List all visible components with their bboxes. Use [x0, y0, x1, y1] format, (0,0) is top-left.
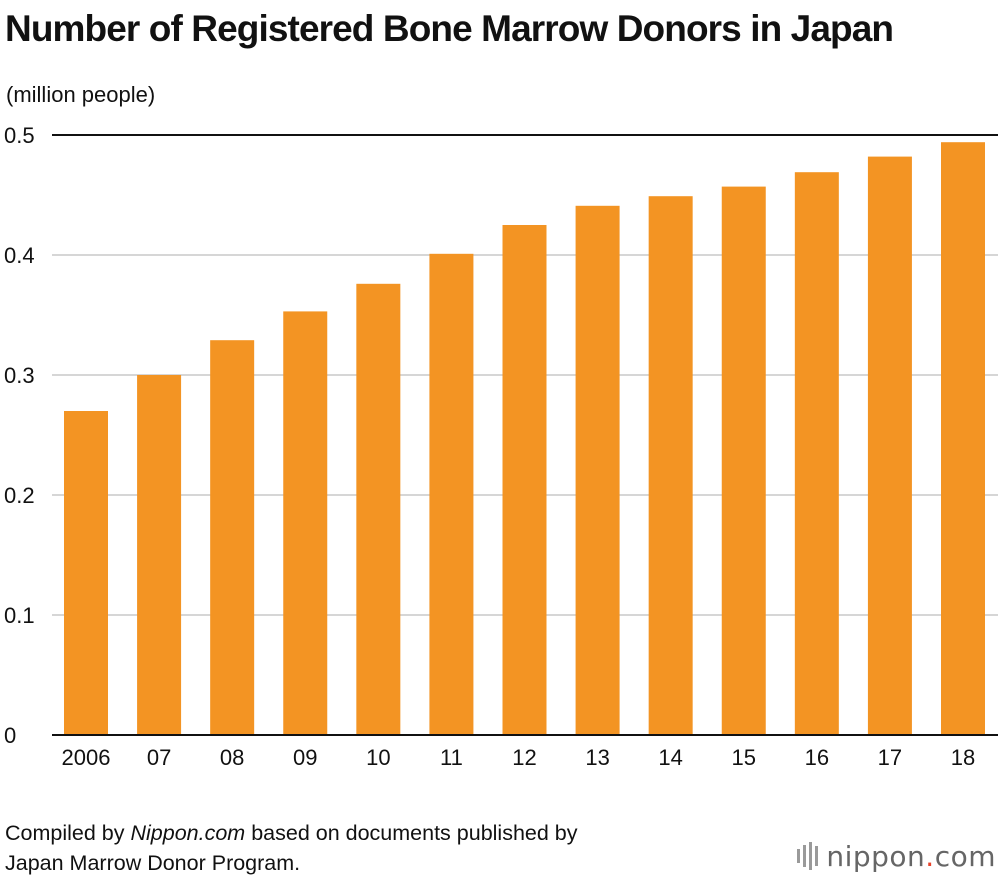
bar-18: [941, 142, 985, 735]
x-tick-label-09: 09: [293, 745, 317, 770]
source-prefix: Compiled by: [5, 821, 131, 845]
logo-domain: com: [934, 839, 996, 873]
source-suffix: based on documents published by: [245, 821, 578, 845]
tick-labels: 0 0.1 0.2 0.3 0.4 0.5 2006 07 08 09 10 11 12 13 14 15 16…: [4, 123, 975, 770]
logo-bars-icon: [797, 842, 819, 870]
y-tick-label-0.5: 0.5: [4, 123, 35, 148]
y-axis-unit-label: (million people): [6, 82, 156, 107]
y-tick-label-0.1: 0.1: [4, 603, 35, 628]
nippon-logo: nippon.com: [797, 836, 996, 876]
bar-07: [137, 375, 182, 735]
bar-16: [794, 172, 839, 735]
x-tick-label-16: 16: [805, 745, 829, 770]
bar-10: [356, 283, 401, 735]
x-tick-label-10: 10: [366, 745, 390, 770]
y-tick-label-0.2: 0.2: [4, 483, 35, 508]
bar-11: [429, 253, 474, 736]
y-tick-label-0.3: 0.3: [4, 363, 35, 388]
bar-08: [210, 340, 255, 735]
x-tick-label-12: 12: [512, 745, 536, 770]
x-tick-label-15: 15: [732, 745, 756, 770]
x-tick-label-07: 07: [147, 745, 171, 770]
bar-15: [721, 186, 766, 736]
x-tick-label-11: 11: [440, 745, 463, 770]
x-tick-label-2006: 2006: [62, 745, 111, 770]
bar-chart: 0 0.1 0.2 0.3 0.4 0.5 2006 07 08 09 10 11 12 13 14 15 16…: [4, 123, 998, 770]
bars: [64, 142, 985, 736]
logo-dot: .: [925, 839, 935, 873]
x-tick-label-13: 13: [585, 745, 609, 770]
logo-brand: nippon: [826, 839, 926, 873]
x-tick-label-18: 18: [951, 745, 975, 770]
chart-title: Number of Registered Bone Marrow Donors …: [5, 8, 894, 49]
bar-09: [283, 311, 328, 735]
x-tick-label-08: 08: [220, 745, 244, 770]
source-line-2: Japan Marrow Donor Program.: [5, 851, 301, 875]
source-site: Nippon.com: [130, 821, 246, 845]
bar-17: [867, 156, 912, 736]
bar-2006: [64, 411, 108, 735]
x-tick-label-14: 14: [658, 745, 682, 770]
bar-14: [648, 196, 693, 735]
source-note: Compiled by Nippon.com based on document…: [5, 818, 765, 878]
y-tick-label-0: 0: [4, 723, 16, 748]
bar-13: [575, 205, 620, 736]
logo-wordmark: nippon.com: [826, 840, 996, 873]
bar-12: [502, 225, 547, 735]
y-tick-label-0.4: 0.4: [4, 243, 35, 268]
x-tick-label-17: 17: [878, 745, 902, 770]
